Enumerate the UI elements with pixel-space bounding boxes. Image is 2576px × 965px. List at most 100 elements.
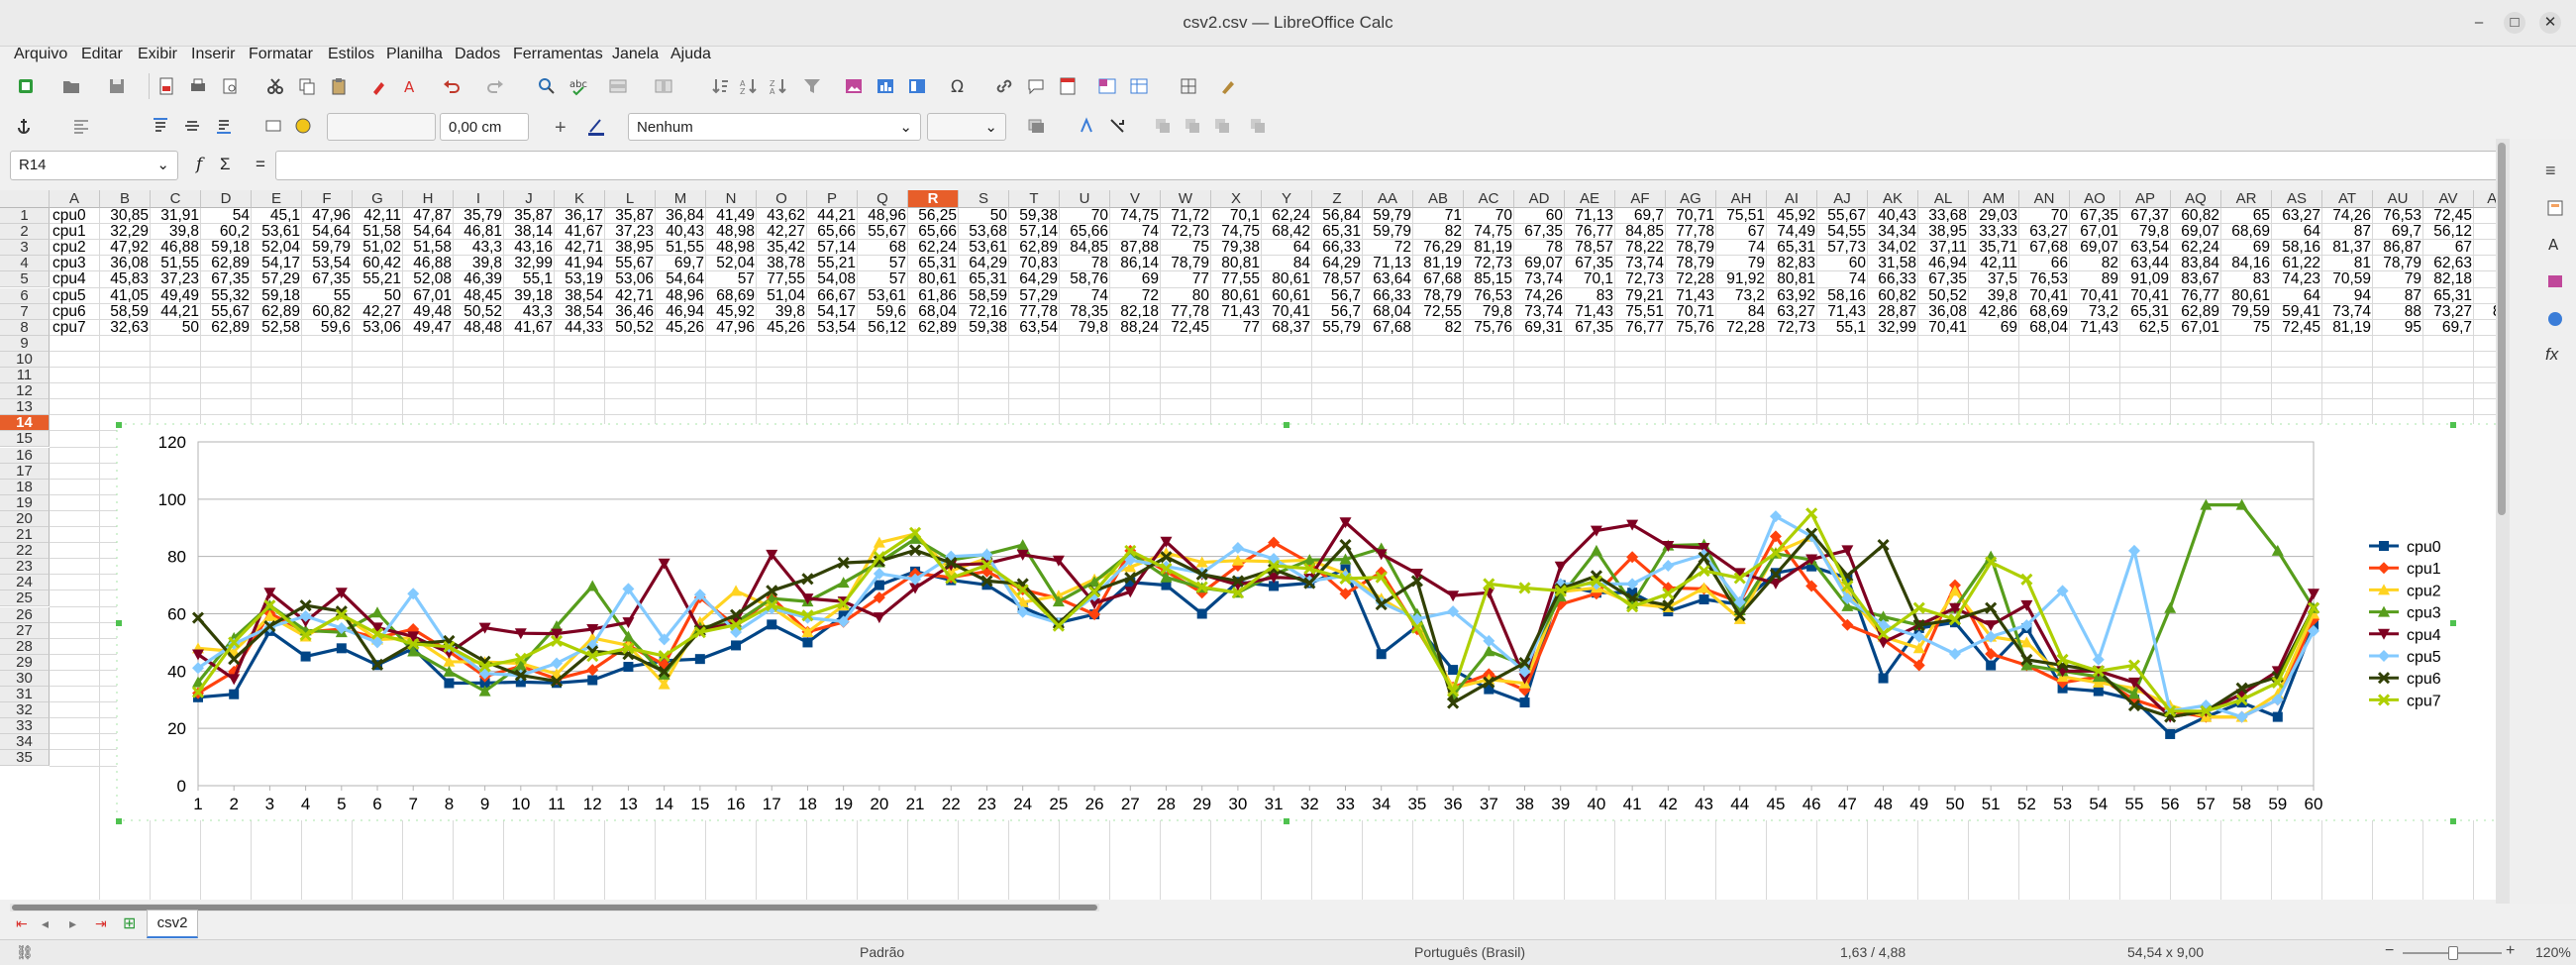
table-cell[interactable]: 89	[2101, 271, 2118, 288]
table-cell[interactable]: 56,25	[918, 208, 957, 224]
table-cell[interactable]: 51,02	[362, 240, 401, 257]
align-left-icon[interactable]	[71, 116, 91, 136]
table-cell[interactable]: 72,55	[1423, 303, 1462, 320]
table-cell[interactable]: 38,54	[565, 287, 603, 304]
table-cell[interactable]: 79,8	[2138, 224, 2169, 241]
table-cell[interactable]: 68,04	[2029, 319, 2068, 336]
align-center-vertically-icon[interactable]	[182, 116, 202, 136]
table-cell[interactable]: 59,	[2474, 256, 2496, 271]
table-cell[interactable]: 59,18	[261, 287, 300, 304]
table-cell[interactable]: 81,19	[2332, 319, 2371, 336]
table-cell[interactable]: 87	[2353, 224, 2371, 241]
table-cell[interactable]: 70,41	[1272, 303, 1310, 320]
table-cell[interactable]: 74,75	[1120, 208, 1159, 224]
table-cell[interactable]: 63,44	[2130, 256, 2169, 272]
table-cell[interactable]: 68,42	[1272, 224, 1310, 241]
table-cell[interactable]: 69,07	[2080, 240, 2118, 257]
column-header[interactable]: AA	[1363, 190, 1413, 208]
line-color-icon[interactable]	[586, 116, 606, 136]
table-cell[interactable]: 57,29	[261, 271, 300, 288]
table-cell[interactable]: 76,53	[2029, 271, 2068, 288]
export-pdf-icon[interactable]	[156, 76, 176, 96]
table-cell[interactable]: 87,88	[1120, 240, 1159, 257]
insert-chart-icon[interactable]	[876, 76, 895, 96]
table-cell[interactable]: 70,41	[2130, 287, 2169, 304]
table-cell[interactable]: 55,67	[1827, 208, 1866, 224]
menu-editar[interactable]: Editar	[81, 46, 123, 62]
row-header[interactable]: 10	[0, 351, 50, 368]
table-cell[interactable]: 82,18	[2433, 271, 2472, 288]
zoom-out-icon[interactable]: −	[2385, 942, 2395, 959]
table-cell[interactable]: cpu4	[52, 271, 86, 288]
table-cell[interactable]: 49,48	[413, 303, 452, 320]
table-cell[interactable]: 74	[1848, 271, 1866, 288]
name-box[interactable]: R14 ⌄	[10, 151, 178, 180]
table-cell[interactable]: 54,64	[312, 224, 351, 241]
table-cell[interactable]: 78,79	[1171, 256, 1209, 272]
table-cell[interactable]: 84,85	[1070, 240, 1108, 257]
table-cell[interactable]: 42,11	[363, 208, 401, 224]
table-cell[interactable]: 78	[1545, 240, 1563, 257]
cut-icon[interactable]	[265, 76, 285, 96]
table-cell[interactable]: 62,89	[261, 303, 300, 320]
row-header[interactable]: 2	[0, 223, 50, 241]
table-cell[interactable]: 69,31	[1524, 319, 1563, 336]
table-cell[interactable]: cpu1	[52, 224, 86, 241]
table-cell[interactable]: 47,96	[312, 208, 351, 224]
increase-indent-icon[interactable]: +	[555, 117, 567, 139]
position-size-icon[interactable]	[1078, 116, 1097, 136]
table-cell[interactable]: 55,67	[615, 256, 654, 272]
table-cell[interactable]: 78,35	[1070, 303, 1108, 320]
table-cell[interactable]: 50,	[2474, 271, 2496, 287]
scrollbar-thumb[interactable]	[12, 905, 1097, 911]
row-header[interactable]: 22	[0, 542, 50, 560]
table-cell[interactable]: 70,41	[2080, 287, 2118, 304]
area-style-dropdown[interactable]: Nenhum ⌄	[628, 113, 921, 141]
table-cell[interactable]: 67,68	[1373, 319, 1411, 336]
row-icon[interactable]	[608, 76, 628, 96]
table-cell[interactable]: 70	[1494, 208, 1512, 224]
table-cell[interactable]: 74,49	[1777, 224, 1815, 241]
column-header[interactable]: AO	[2070, 190, 2120, 208]
column-header[interactable]: AS	[2272, 190, 2322, 208]
row-header[interactable]: 32	[0, 701, 50, 719]
table-cell[interactable]: 45,83	[110, 271, 149, 288]
table-cell[interactable]: 30,85	[110, 208, 149, 224]
table-cell[interactable]: 79,38	[1221, 240, 1260, 257]
print-icon[interactable]	[188, 76, 208, 96]
table-cell[interactable]: 34,34	[1878, 224, 1916, 241]
column-header[interactable]: AH	[1716, 190, 1767, 208]
menu-estilos[interactable]: Estilos	[328, 46, 375, 62]
define-print-area-icon[interactable]	[1097, 76, 1117, 96]
table-cell[interactable]: 65,31	[2433, 287, 2472, 304]
table-cell[interactable]: 57	[888, 271, 906, 288]
row-header[interactable]: 30	[0, 670, 50, 687]
table-cell[interactable]: 65,31	[969, 271, 1007, 288]
sidebar-menu-icon[interactable]: ≡	[2545, 161, 2556, 180]
table-cell[interactable]: 35,71	[1979, 240, 2017, 257]
table-cell[interactable]: 80,61	[2231, 287, 2270, 304]
indent-input[interactable]: 0,00 cm	[440, 113, 529, 141]
table-cell[interactable]: 71,43	[1221, 303, 1260, 320]
table-cell[interactable]: 72,16	[969, 303, 1007, 320]
next-sheet-icon[interactable]: ▸	[69, 915, 77, 931]
column-header[interactable]: AN	[2019, 190, 2070, 208]
table-cell[interactable]: 62,89	[2181, 303, 2219, 320]
table-cell[interactable]: 63,54	[2130, 240, 2169, 257]
table-cell[interactable]: 37,23	[160, 271, 199, 288]
table-cell[interactable]: 71,72	[1171, 208, 1209, 224]
column-header[interactable]: Z	[1312, 190, 1363, 208]
table-cell[interactable]: 32,29	[110, 224, 149, 241]
table-cell[interactable]: 68,37	[1272, 319, 1310, 336]
table-cell[interactable]: 70,1	[1229, 208, 1260, 224]
table-cell[interactable]: 67	[1747, 224, 1765, 241]
table-cell[interactable]	[2474, 240, 2496, 256]
column-header[interactable]: AE	[1565, 190, 1615, 208]
table-cell[interactable]: 55,1	[522, 271, 553, 288]
column-header[interactable]: E	[252, 190, 302, 208]
column-header[interactable]: N	[706, 190, 757, 208]
redo-icon[interactable]	[485, 76, 505, 96]
table-cell[interactable]: 39,8	[471, 256, 502, 272]
table-cell[interactable]: 65	[2252, 208, 2270, 224]
table-cell[interactable]: 39,8	[1987, 287, 2017, 304]
